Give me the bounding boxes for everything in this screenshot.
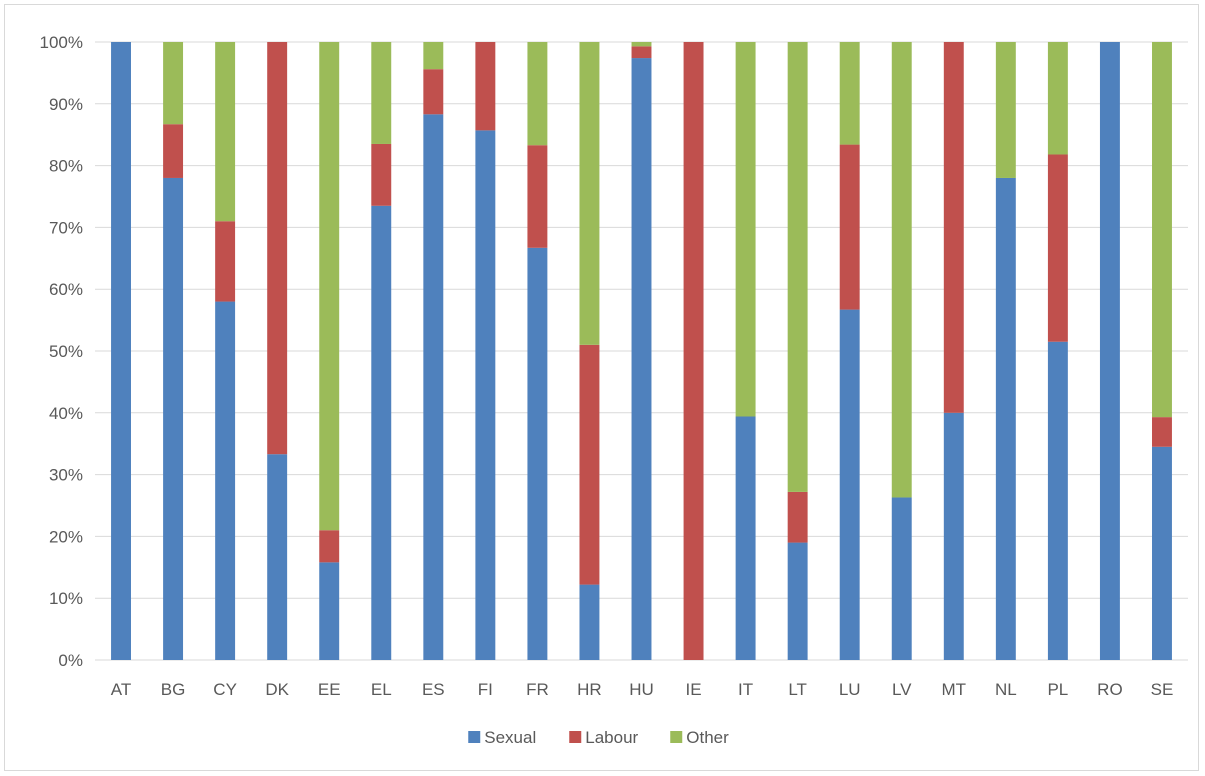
y-tick-label: 70% (49, 218, 83, 237)
bar-labour-fi (475, 42, 496, 131)
x-tick-label: SE (1151, 680, 1174, 699)
bar-sexual-mt (943, 412, 964, 660)
legend-label-sexual: Sexual (484, 728, 536, 747)
bar-sexual-bg (163, 177, 184, 660)
x-tick-label: RO (1097, 680, 1123, 699)
bar-sexual-cy (215, 301, 236, 660)
x-tick-label: DK (265, 680, 289, 699)
bar-other-hr (579, 42, 600, 345)
legend-swatch-other (670, 731, 683, 743)
bar-sexual-pl (1047, 341, 1068, 660)
bar-sexual-ee (319, 562, 340, 660)
x-tick-label: IE (686, 680, 702, 699)
bar-labour-cy (215, 221, 236, 302)
bar-other-lu (839, 42, 860, 145)
x-tick-label: FR (526, 680, 549, 699)
legend-label-other: Other (686, 728, 729, 747)
bar-labour-ee (319, 530, 340, 563)
x-tick-label: EE (318, 680, 341, 699)
x-tick-label: HR (577, 680, 602, 699)
x-tick-label: LV (892, 680, 912, 699)
x-tick-label: BG (161, 680, 186, 699)
bar-other-pl (1047, 42, 1068, 155)
y-tick-label: 0% (58, 651, 83, 670)
bar-labour-fr (527, 145, 548, 248)
y-tick-label: 60% (49, 280, 83, 299)
bar-sexual-lu (839, 309, 860, 660)
bar-labour-lt (787, 491, 808, 543)
bar-other-fr (527, 42, 548, 146)
bar-sexual-hr (579, 584, 600, 660)
y-tick-label: 10% (49, 589, 83, 608)
y-tick-label: 50% (49, 342, 83, 361)
bar-sexual-el (371, 205, 392, 660)
bar-labour-mt (943, 42, 964, 413)
x-tick-label: PL (1047, 680, 1068, 699)
bar-labour-ie (683, 42, 704, 660)
bar-other-lt (787, 42, 808, 492)
bar-other-es (423, 42, 444, 70)
bar-sexual-es (423, 114, 444, 660)
bar-labour-dk (267, 42, 288, 455)
bar-labour-hr (579, 344, 600, 585)
bar-other-se (1152, 42, 1172, 418)
bar-sexual-it (735, 416, 756, 660)
bar-sexual-fi (475, 130, 496, 660)
legend-swatch-sexual (468, 731, 481, 743)
x-tick-label: FI (478, 680, 493, 699)
bar-sexual-hu (631, 58, 652, 661)
x-tick-label: HU (629, 680, 654, 699)
bar-sexual-ro (1099, 42, 1120, 660)
x-tick-label: LT (788, 680, 807, 699)
bar-labour-es (423, 69, 444, 115)
legend-label-labour: Labour (585, 728, 638, 747)
bar-sexual-fr (527, 247, 548, 660)
bar-sexual-at (111, 42, 131, 660)
bar-labour-hu (631, 46, 652, 59)
x-tick-label: ES (422, 680, 445, 699)
y-tick-label: 80% (49, 157, 83, 176)
bar-other-bg (163, 42, 184, 125)
bar-sexual-se (1152, 446, 1172, 660)
y-tick-label: 20% (49, 527, 83, 546)
bar-other-lv (891, 42, 912, 498)
x-tick-label: AT (111, 680, 131, 699)
bar-labour-el (371, 143, 392, 206)
bar-labour-pl (1047, 154, 1068, 342)
bar-other-hu (631, 42, 652, 47)
bar-other-it (735, 42, 756, 417)
bar-sexual-nl (995, 177, 1016, 660)
bar-sexual-lt (787, 542, 808, 660)
x-tick-label: EL (371, 680, 392, 699)
bar-sexual-lv (891, 497, 912, 660)
y-tick-label: 90% (49, 95, 83, 114)
y-tick-label: 30% (49, 466, 83, 485)
bar-labour-lu (839, 144, 860, 310)
y-tick-label: 40% (49, 404, 83, 423)
x-tick-label: MT (942, 680, 967, 699)
bar-labour-bg (163, 124, 184, 178)
bar-other-cy (215, 42, 236, 222)
bar-other-ee (319, 42, 340, 531)
y-tick-label: 100% (40, 33, 83, 52)
bar-other-el (371, 42, 392, 144)
legend-swatch-labour (569, 731, 582, 743)
x-tick-label: CY (213, 680, 237, 699)
bar-sexual-dk (267, 454, 288, 660)
x-tick-label: LU (839, 680, 861, 699)
bar-labour-se (1152, 417, 1172, 447)
x-tick-label: IT (738, 680, 753, 699)
bar-other-nl (995, 42, 1016, 178)
x-tick-label: NL (995, 680, 1017, 699)
